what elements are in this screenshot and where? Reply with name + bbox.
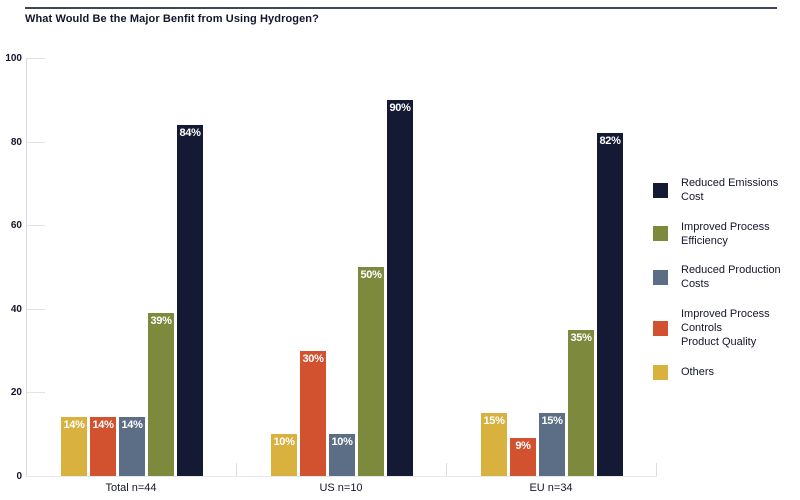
y-tick-mark-80 bbox=[27, 141, 45, 143]
legend-item-improved-process-efficiency[interactable]: Improved Process Efficiency bbox=[653, 220, 798, 249]
bar-group-eu-n-34: 15% 9% 15% 35% 82% bbox=[447, 58, 657, 476]
bar-value-label: 50% bbox=[360, 269, 382, 281]
bar-value-label: 39% bbox=[150, 314, 172, 327]
legend-label: Others bbox=[681, 366, 715, 379]
bar-value-label: 82% bbox=[599, 135, 621, 148]
legend-swatch-improved-process-efficiency bbox=[653, 226, 668, 242]
y-tick-mark-60 bbox=[27, 225, 45, 227]
bar-improved-process-controls-product-quality-us-n-10[interactable]: 30% bbox=[300, 350, 326, 476]
y-tick-mark-100 bbox=[27, 58, 45, 59]
bar-reduced-emissions-cost-total-n-44[interactable]: 84% bbox=[177, 124, 203, 476]
x-axis-label-total-n-44: Total n=44 bbox=[105, 482, 157, 494]
x-axis-labels: Total n=44 US n=10 EU n=34 bbox=[26, 482, 656, 494]
bar-value-label: 10% bbox=[331, 436, 353, 449]
y-tick-label-80: 80 bbox=[10, 136, 22, 148]
x-axis-separator-tick bbox=[445, 463, 447, 476]
x-axis-label-us-n-10: US n=10 bbox=[319, 482, 363, 494]
bar-group-total-n-44: 14% 14% 14% 39% 84% bbox=[27, 58, 237, 476]
y-tick-label-20: 20 bbox=[10, 387, 22, 399]
top-rule bbox=[25, 7, 777, 9]
y-tick-label-40: 40 bbox=[10, 303, 22, 315]
bar-others-eu-n-34[interactable]: 15% bbox=[481, 413, 507, 476]
y-tick-label-0: 0 bbox=[16, 471, 22, 482]
legend-item-reduced-emissions-cost[interactable]: Reduced Emissions Cost bbox=[653, 176, 798, 205]
bar-others-total-n-44[interactable]: 14% bbox=[61, 417, 87, 476]
legend-item-improved-process-controls-product-quality[interactable]: Improved Process Controls Product Qualit… bbox=[653, 307, 798, 350]
x-axis-separator-tick bbox=[235, 463, 237, 476]
legend-label: Improved Process Controls Product Qualit… bbox=[681, 307, 770, 349]
bar-value-label: 84% bbox=[179, 126, 201, 139]
plot-area: 14% 14% 14% 39% 84% 10% 30% 10% 50% 90% 15% 9% 15% 35… bbox=[5, 53, 657, 482]
bar-value-label: 35% bbox=[570, 331, 592, 344]
bar-improved-process-efficiency-total-n-44[interactable]: 39% bbox=[148, 312, 174, 476]
bar-reduced-emissions-cost-eu-n-34[interactable]: 82% bbox=[597, 133, 623, 476]
bar-value-label: 15% bbox=[483, 415, 505, 428]
bar-reduced-emissions-cost-us-n-10[interactable]: 90% bbox=[387, 99, 413, 476]
legend-item-others[interactable]: Others bbox=[653, 364, 798, 380]
legend-item-reduced-production-costs[interactable]: Reduced Production Costs bbox=[653, 263, 798, 292]
bar-value-label: 14% bbox=[63, 419, 85, 432]
bar-value-label: 9% bbox=[515, 440, 531, 453]
bar-value-label: 15% bbox=[541, 415, 563, 428]
bar-improved-process-efficiency-eu-n-34[interactable]: 35% bbox=[568, 329, 594, 476]
legend-label: Reduced Production Costs bbox=[681, 264, 781, 291]
chart-title: What Would Be the Major Benfit from Usin… bbox=[25, 13, 319, 25]
bar-reduced-production-costs-total-n-44[interactable]: 14% bbox=[119, 417, 145, 476]
legend: Reduced Emissions Cost Improved Process E… bbox=[653, 176, 798, 395]
legend-swatch-reduced-emissions-cost bbox=[653, 182, 668, 198]
legend-swatch-improved-process-controls-product-quality bbox=[653, 320, 668, 336]
bar-others-us-n-10[interactable]: 10% bbox=[271, 434, 297, 476]
bar-value-label: 10% bbox=[273, 436, 295, 449]
bar-improved-process-efficiency-us-n-10[interactable]: 50% bbox=[358, 267, 384, 476]
bar-value-label: 90% bbox=[389, 101, 411, 114]
y-tick-label-60: 60 bbox=[10, 220, 22, 232]
x-axis-separator-tick bbox=[656, 463, 657, 476]
bar-improved-process-controls-product-quality-total-n-44[interactable]: 14% bbox=[90, 417, 116, 476]
bar-value-label: 30% bbox=[302, 352, 324, 365]
legend-label: Improved Process Efficiency bbox=[681, 220, 770, 247]
bar-reduced-production-costs-us-n-10[interactable]: 10% bbox=[329, 434, 355, 476]
bar-value-label: 14% bbox=[121, 419, 143, 432]
y-tick-mark-20 bbox=[27, 392, 45, 394]
legend-swatch-reduced-production-costs bbox=[653, 269, 668, 285]
bar-group-us-n-10: 10% 30% 10% 50% 90% bbox=[237, 58, 447, 476]
x-axis-label-eu-n-34: EU n=34 bbox=[529, 482, 573, 494]
legend-swatch-others bbox=[653, 364, 668, 380]
bar-improved-process-controls-product-quality-eu-n-34[interactable]: 9% bbox=[510, 438, 536, 476]
y-tick-label-100: 100 bbox=[5, 53, 22, 64]
bar-groups: 14% 14% 14% 39% 84% 10% 30% 10% 50% 90% 15% 9% 15% 35… bbox=[27, 58, 657, 476]
y-tick-mark-40 bbox=[27, 308, 45, 310]
bar-reduced-production-costs-eu-n-34[interactable]: 15% bbox=[539, 413, 565, 476]
bar-value-label: 14% bbox=[92, 419, 114, 432]
legend-label: Reduced Emissions Cost bbox=[681, 177, 779, 204]
